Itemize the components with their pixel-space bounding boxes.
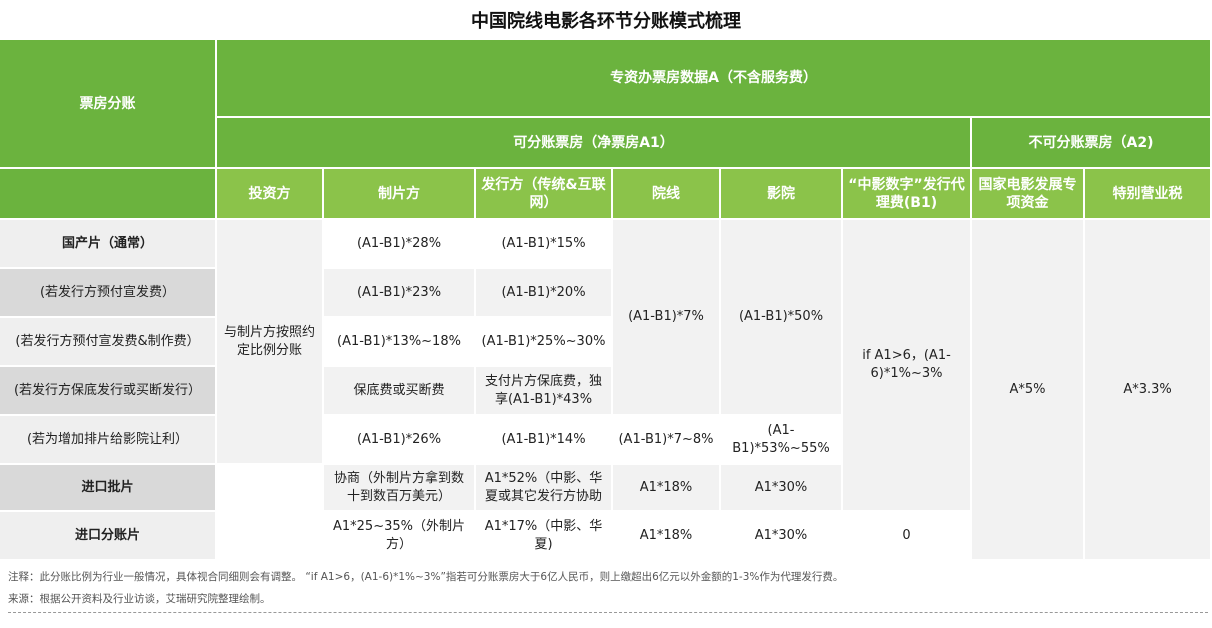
cell-producer: A1*25~35%（外制片方） xyxy=(324,512,476,561)
notes: 注释：此分账比例为行业一般情况，具体视合同细则会有调整。 “if A1>6，(A… xyxy=(8,566,1204,610)
cell-distributor: 支付片方保底费，独享(A1-B1)*43% xyxy=(476,367,613,416)
cell-investor-empty xyxy=(217,465,324,512)
cell-agency-fee-merged: if A1>6，(A1-6)*1%~3% xyxy=(843,220,972,512)
cell-distributor: A1*52%（中影、华夏或其它发行方协助 xyxy=(476,465,613,512)
cell-distributor: (A1-B1)*25%~30% xyxy=(476,318,613,367)
cell-producer: (A1-B1)*13%~18% xyxy=(324,318,476,367)
row-label: 国产片（通常） xyxy=(0,220,217,269)
row-label: (若发行方预付宣发费&制作费） xyxy=(0,318,217,367)
cell-producer: 协商（外制片方拿到数十到数百万美元） xyxy=(324,465,476,512)
row-label: 进口批片 xyxy=(0,465,217,512)
cell-producer: 保底费或买断费 xyxy=(324,367,476,416)
col-cinema: 影院 xyxy=(721,169,843,220)
divider xyxy=(8,612,1208,613)
cell-theater-chain: (A1-B1)*7~8% xyxy=(613,416,721,465)
cell-producer: (A1-B1)*26% xyxy=(324,416,476,465)
header-shareable: 可分账票房（净票房A1） xyxy=(217,118,972,169)
page-title: 中国院线电影各环节分账模式梳理 xyxy=(471,11,741,32)
cell-special-fund-merged: A*5% xyxy=(972,220,1085,561)
cell-theater-chain: A1*18% xyxy=(613,465,721,512)
table-row: (若为增加排片给影院让利） (A1-B1)*26% (A1-B1)*14% (A… xyxy=(0,416,1212,465)
col-theater-chain: 院线 xyxy=(613,169,721,220)
note-text: 注释：此分账比例为行业一般情况，具体视合同细则会有调整。 “if A1>6，(A… xyxy=(8,571,844,583)
header-blank xyxy=(0,169,217,220)
table-row: 进口批片 协商（外制片方拿到数十到数百万美元） A1*52%（中影、华夏或其它发… xyxy=(0,465,1212,512)
col-agency-fee: “中影数字”发行代理费(B1) xyxy=(843,169,972,220)
cell-distributor: A1*17%（中影、华夏) xyxy=(476,512,613,561)
header-total-box-office: 专资办票房数据A（不含服务费） xyxy=(217,40,1212,118)
cell-producer: (A1-B1)*23% xyxy=(324,269,476,318)
header-box-office-share: 票房分账 xyxy=(0,40,217,169)
row-label: (若发行方预付宣发费） xyxy=(0,269,217,318)
table-row: (若发行方预付宣发费） (A1-B1)*23% (A1-B1)*20% xyxy=(0,269,1212,318)
cell-distributor: (A1-B1)*15% xyxy=(476,220,613,269)
table-row: (若发行方保底发行或买断发行） 保底费或买断费 支付片方保底费，独享(A1-B1… xyxy=(0,367,1212,416)
table-row: 国产片（通常） 与制片方按照约定比例分账 (A1-B1)*28% (A1-B1)… xyxy=(0,220,1212,561)
cell-investor-empty xyxy=(217,512,324,561)
col-producer: 制片方 xyxy=(324,169,476,220)
row-label: 进口分账片 xyxy=(0,512,217,561)
cell-cinema-merged: (A1-B1)*50% xyxy=(721,220,843,416)
col-business-tax: 特别营业税 xyxy=(1085,169,1212,220)
cell-distributor: (A1-B1)*20% xyxy=(476,269,613,318)
col-special-fund: 国家电影发展专项资金 xyxy=(972,169,1085,220)
cell-theater-chain: A1*18% xyxy=(613,512,721,561)
row-label: (若发行方保底发行或买断发行） xyxy=(0,367,217,416)
cell-cinema: A1*30% xyxy=(721,512,843,561)
cell-cinema: (A1-B1)*53%~55% xyxy=(721,416,843,465)
cell-distributor: (A1-B1)*14% xyxy=(476,416,613,465)
col-investor: 投资方 xyxy=(217,169,324,220)
cell-producer: (A1-B1)*28% xyxy=(324,220,476,269)
table-row: (若发行方预付宣发费&制作费） (A1-B1)*13%~18% (A1-B1)*… xyxy=(0,318,1212,367)
source-text: 来源：根据公开资料及行业访谈，艾瑞研究院整理绘制。 xyxy=(8,593,271,605)
col-distributor: 发行方（传统&互联网） xyxy=(476,169,613,220)
cell-business-tax-merged: A*3.3% xyxy=(1085,220,1212,561)
cell-theater-chain-merged: (A1-B1)*7% xyxy=(613,220,721,416)
header-non-shareable: 不可分账票房（A2) xyxy=(972,118,1212,169)
row-label: (若为增加排片给影院让利） xyxy=(0,416,217,465)
cell-agency-fee: 0 xyxy=(843,512,972,561)
table-row: 进口分账片 A1*25~35%（外制片方） A1*17%（中影、华夏) A1*1… xyxy=(0,512,1212,561)
revenue-share-table: 票房分账 专资办票房数据A（不含服务费） 可分账票房（净票房A1） 不可分账票房… xyxy=(0,40,1212,561)
cell-investor-merged: 与制片方按照约定比例分账 xyxy=(217,220,324,465)
cell-cinema: A1*30% xyxy=(721,465,843,512)
